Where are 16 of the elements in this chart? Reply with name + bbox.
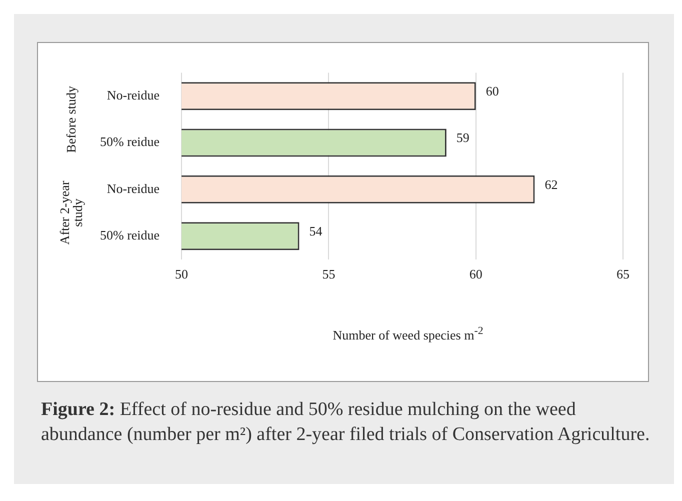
caption: Figure 2: Effect of no-residue and 50% residue mulching on the weed abundance (number per m²) after 2-year filed trials of Conservation Agriculture. [41,399,650,445]
x-tick-label: 60 [469,266,482,282]
x-tick-label: 50 [175,266,188,282]
x-tick-label: 65 [616,266,630,282]
y-tick-label: 50% reidue [100,227,160,242]
text: After 2-year study [56,180,85,245]
data-label: 60 [486,84,499,99]
y-tick-label: No-reidue [106,180,160,196]
y-tick-label: 50% reidue [100,134,160,150]
data-label: 62 [544,176,558,192]
x-axis-title: Number of weed species m$^{-2}$ [332,325,484,344]
text: Before study [63,86,78,153]
x-tick-label: 55 [322,266,336,282]
data-label: 59 [456,130,470,146]
data-label: 54 [309,223,323,238]
y-tick-label: No-reidue [106,88,160,103]
